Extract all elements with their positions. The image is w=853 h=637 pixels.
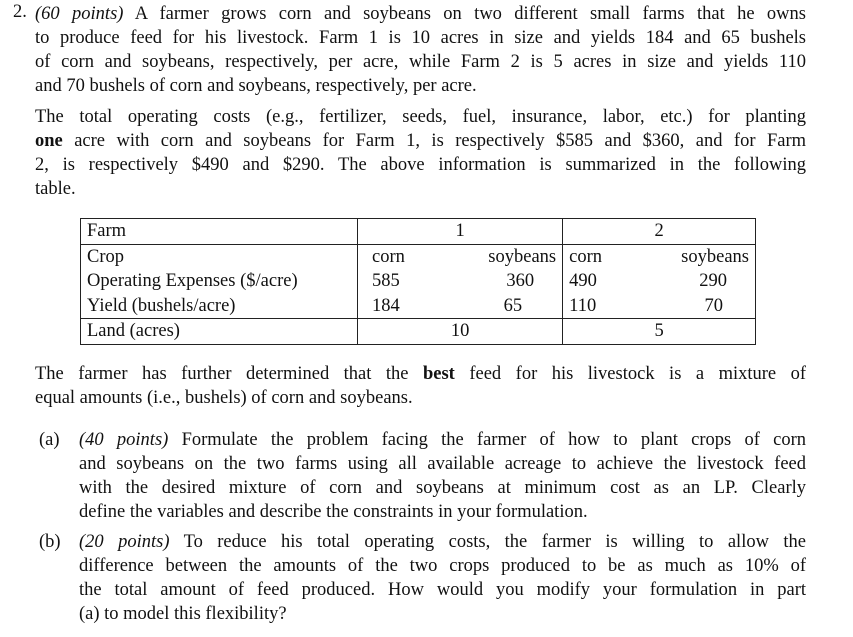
- part-text: (20 points) To reduce his total operatin…: [79, 530, 806, 626]
- text-line: and soybeans on the two farms using all …: [79, 454, 806, 474]
- mixture-paragraph: The farmer has further determined that t…: [35, 362, 806, 410]
- table-cell: 10: [356, 318, 564, 345]
- text-line: with the desired mixture of corn and soy…: [79, 478, 806, 498]
- table-cell: 585: [357, 269, 440, 294]
- text-line: equal amounts (i.e., bushels) of corn an…: [35, 388, 413, 408]
- table-row: Operating Expenses ($/acre) 585 360 490 …: [80, 269, 757, 294]
- part-label: (b): [39, 532, 61, 552]
- text-line: of corn and soybeans, respectively, per …: [35, 52, 806, 72]
- text-line: and 70 bushels of corn and soybeans, res…: [35, 76, 477, 96]
- table-cell: corn: [562, 244, 633, 269]
- table-cell: Crop: [80, 244, 358, 269]
- text-line: (a) to model this flexibility?: [79, 604, 287, 624]
- table-cell: 1: [356, 218, 564, 245]
- table-row: Land (acres) 10 5: [80, 318, 756, 345]
- table-cell: Operating Expenses ($/acre): [80, 269, 358, 294]
- table-cell: Farm: [80, 218, 358, 245]
- table-cell: Yield (bushels/acre): [80, 293, 358, 319]
- problem-number: 2.: [13, 2, 27, 22]
- table-row: Yield (bushels/acre) 184 65 110 70: [80, 293, 757, 319]
- table-cell: 70: [632, 293, 757, 319]
- table-cell: 490: [562, 269, 633, 294]
- part-text: (40 points) Formulate the problem facing…: [79, 428, 806, 524]
- text-line: The farmer has further determined that t…: [35, 364, 806, 384]
- table-cell: 5: [562, 318, 756, 345]
- text-line: one acre with corn and soybeans for Farm…: [35, 131, 806, 151]
- text-line: define the variables and describe the co…: [79, 502, 588, 522]
- intro-paragraph: (60 points) A farmer grows corn and soyb…: [35, 2, 806, 98]
- table-cell: 360: [439, 269, 564, 294]
- text-line: difference between the amounts of the tw…: [79, 556, 806, 576]
- table-cell: Land (acres): [80, 318, 358, 345]
- table-row: Farm 1 2: [80, 218, 756, 245]
- text-line: (40 points) Formulate the problem facing…: [79, 430, 806, 450]
- table-cell: 110: [562, 293, 633, 319]
- table-cell: 65: [439, 293, 564, 319]
- table-cell: 290: [632, 269, 757, 294]
- text-line: 2, is respectively $490 and $290. The ab…: [35, 155, 806, 175]
- text-line: The total operating costs (e.g., fertili…: [35, 107, 806, 127]
- table-row: Crop corn soybeans corn soybeans: [80, 244, 757, 269]
- text-line: table.: [35, 179, 76, 199]
- cost-paragraph: The total operating costs (e.g., fertili…: [35, 105, 806, 201]
- farm-data-table: Farm 1 2 Crop corn soybeans corn soybean…: [80, 218, 757, 345]
- table-cell: corn: [357, 244, 440, 269]
- text-line: to produce feed for his livestock. Farm …: [35, 28, 806, 48]
- table-cell: 2: [562, 218, 756, 245]
- text-line: (20 points) To reduce his total operatin…: [79, 532, 806, 552]
- text-line: the total amount of feed produced. How w…: [79, 580, 806, 600]
- table-cell: soybeans: [632, 244, 757, 269]
- part-label: (a): [39, 430, 60, 450]
- text-line: (60 points) A farmer grows corn and soyb…: [35, 4, 806, 24]
- table-cell: 184: [357, 293, 440, 319]
- table-cell: soybeans: [439, 244, 564, 269]
